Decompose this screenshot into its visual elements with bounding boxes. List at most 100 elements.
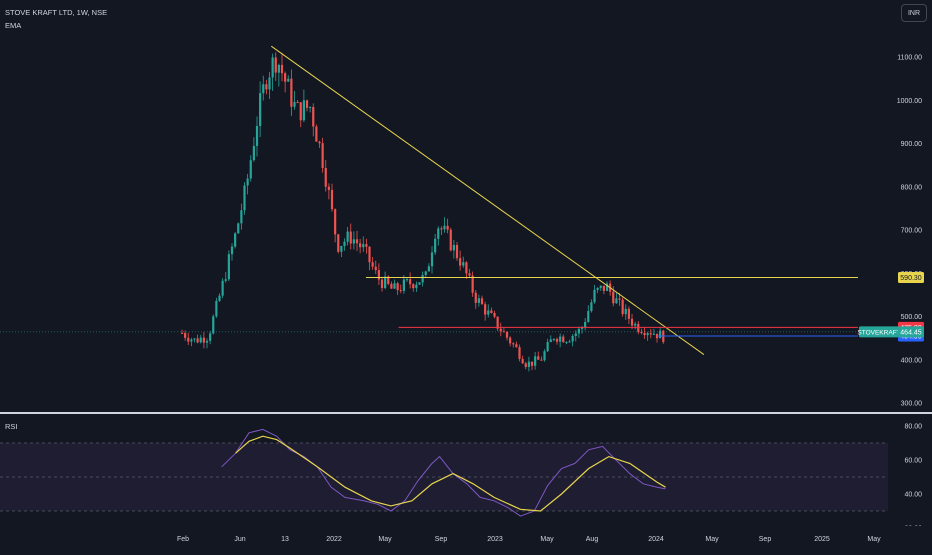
candle-body [199, 337, 202, 343]
candle-body [421, 274, 424, 283]
candle-body [593, 289, 596, 303]
price-chart[interactable]: 300.00400.00500.00600.00700.00800.00900.… [0, 0, 932, 412]
candle-body [327, 186, 330, 190]
candle-body [368, 246, 371, 263]
candle-body [502, 331, 505, 333]
candle-body [237, 223, 240, 234]
candle-body [302, 100, 305, 121]
candle-body [184, 333, 187, 338]
candle-body [190, 339, 193, 342]
rsi-legend[interactable]: RSI [5, 422, 18, 431]
candle-body [362, 244, 365, 248]
candle-body [549, 339, 552, 343]
candle-body [315, 126, 318, 142]
candle-body [430, 252, 434, 267]
candle-body [402, 279, 405, 291]
candle-body [321, 143, 324, 168]
candle-body [612, 291, 615, 304]
candle-body [546, 342, 549, 352]
candle-body [384, 276, 387, 289]
candle-body [346, 231, 349, 242]
candle-body [262, 84, 265, 94]
candle-body [234, 233, 237, 247]
candle-body [562, 336, 565, 343]
candle-body [446, 225, 449, 230]
candle-body [355, 239, 359, 244]
time-axis[interactable]: Feb Jun 13 2022 May Sep 2023 May Aug 2024 May Sep 20… [0, 526, 932, 550]
candle-body [537, 356, 540, 360]
candle-body [568, 341, 571, 343]
candle-body [268, 77, 271, 90]
candle-body [284, 73, 287, 82]
candle-body [624, 308, 627, 315]
candle-body [343, 241, 346, 247]
candle-body [221, 280, 224, 296]
candle-body [499, 328, 502, 332]
candle-body [359, 243, 362, 248]
rsi-tick-label: 60.00 [904, 458, 922, 465]
candle-body [459, 258, 462, 266]
candle-body [637, 323, 640, 332]
currency-button[interactable]: INR [901, 4, 927, 22]
candle-body [249, 160, 252, 179]
candle-body [224, 279, 227, 281]
candle-body [602, 285, 605, 291]
rsi-tick-label: 40.00 [904, 492, 922, 499]
price-pane[interactable]: 300.00400.00500.00600.00700.00800.00900.… [0, 0, 932, 412]
candle-body [571, 335, 574, 342]
pane-divider[interactable] [0, 412, 932, 414]
candle-body [396, 283, 399, 291]
last-price-symbol-tag [859, 326, 899, 338]
candle-body [337, 234, 340, 252]
candle-body [246, 178, 249, 186]
candle-body [640, 331, 643, 333]
candle-body [496, 316, 499, 329]
y-tick-label: 800.00 [901, 184, 923, 191]
x-tick-label: Sep [759, 536, 772, 543]
candle-body [649, 333, 652, 335]
x-tick-label: May [540, 536, 554, 543]
candle-body [518, 347, 521, 359]
candle-body [587, 311, 590, 322]
candle-body [659, 330, 662, 339]
x-tick-label: Feb [177, 536, 189, 543]
candle-body [309, 107, 312, 109]
candle-body [202, 337, 205, 343]
resistance-level-label: 590.30 [900, 275, 922, 282]
candle-body [543, 351, 546, 361]
candles [180, 52, 665, 372]
x-tick-label: 2022 [326, 536, 342, 543]
candle-body [334, 209, 337, 235]
candle-body [374, 266, 377, 271]
candle-body [471, 275, 474, 293]
candle-body [584, 321, 587, 328]
candle-body [415, 284, 418, 289]
candle-body [330, 189, 334, 210]
candle-body [527, 361, 530, 367]
candle-body [590, 302, 593, 312]
last-price-label: 464.45 [900, 329, 922, 336]
candle-body [340, 246, 343, 252]
candle-body [296, 102, 299, 104]
candle-body [205, 340, 209, 343]
candle-body [218, 295, 221, 301]
candle-body [652, 333, 655, 335]
symbol-legend[interactable]: STOVE KRAFT LTD, 1W, NSE [5, 8, 108, 17]
candle-body [187, 337, 190, 342]
candle-body [371, 262, 374, 267]
candle-body [243, 185, 246, 211]
candle-body [271, 57, 274, 78]
candle-body [377, 270, 380, 280]
candle-body [390, 283, 393, 289]
candle-body [552, 338, 555, 340]
candle-body [193, 338, 196, 340]
candle-body [530, 361, 534, 366]
candle-body [480, 298, 484, 305]
ema-legend[interactable]: EMA [5, 21, 22, 30]
candle-body [474, 292, 477, 303]
candle-body [630, 318, 634, 326]
candle-body [509, 337, 512, 344]
y-tick-label: 500.00 [901, 314, 923, 321]
